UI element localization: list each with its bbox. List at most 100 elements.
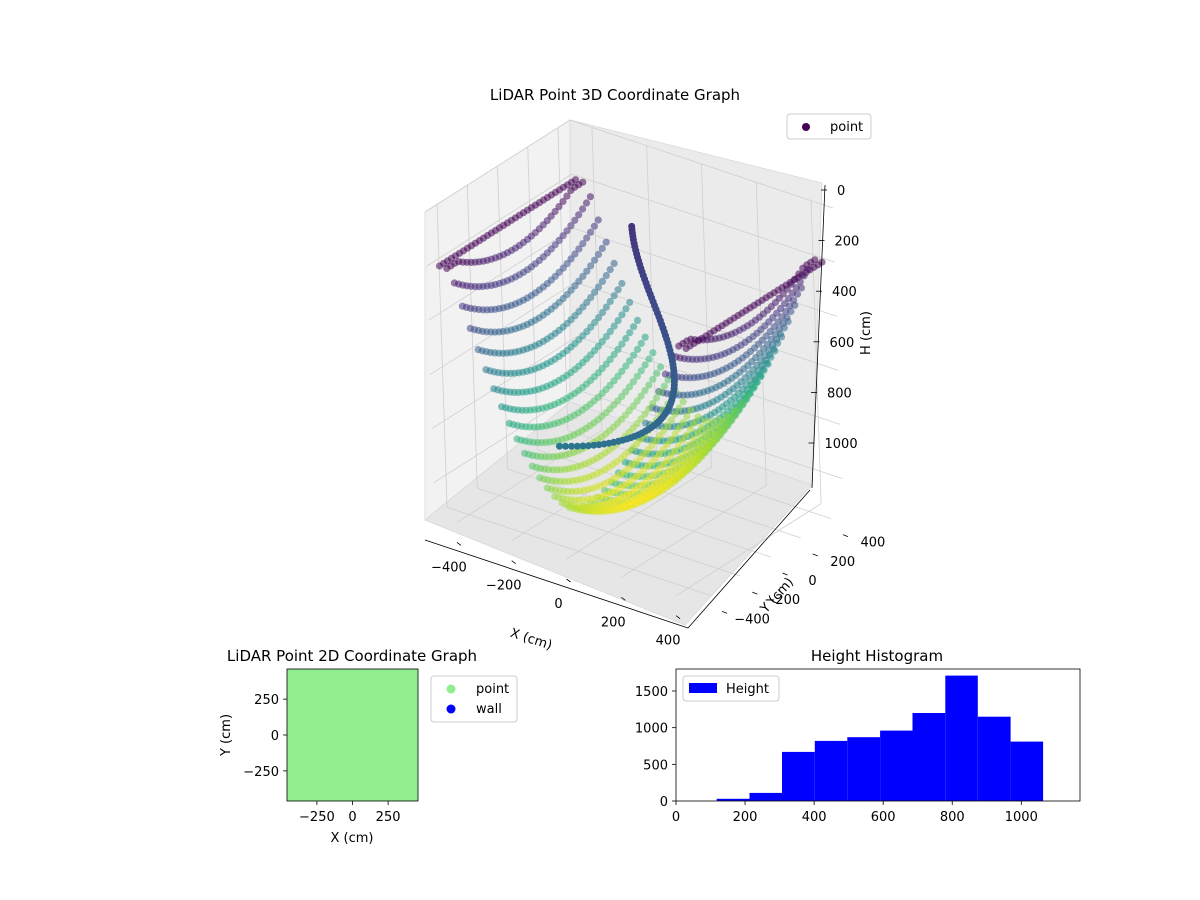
grid-line-h — [575, 281, 839, 371]
surface-point — [683, 412, 691, 420]
surface-point — [687, 406, 695, 414]
surface-point — [774, 339, 782, 347]
x-tick-label-hist: 600 — [871, 810, 896, 825]
surface-point — [656, 432, 664, 440]
surface-point — [716, 416, 724, 424]
surface-point — [559, 197, 567, 206]
surface-point — [633, 397, 641, 405]
y-tick-mark-3d — [721, 610, 728, 614]
grid-line-h — [571, 173, 835, 263]
surface-point — [750, 383, 759, 391]
trajectory-point — [562, 442, 569, 450]
surface-point — [664, 376, 672, 384]
title-2d: LiDAR Point 2D Coordinate Graph — [227, 647, 477, 665]
surface-point — [787, 307, 795, 316]
y-tick-label-hist: 0 — [660, 795, 668, 810]
h-tick-label-3d: 0 — [837, 184, 845, 199]
surface-point — [563, 192, 571, 200]
grid-line-h — [424, 119, 571, 213]
histogram-frame — [675, 668, 1081, 802]
surface-point — [555, 203, 563, 211]
legend-label-point-3d: point — [830, 120, 863, 135]
surface-point — [793, 290, 802, 298]
y-tick-label-2d: 250 — [254, 693, 279, 708]
surface-point — [610, 322, 618, 330]
surface-point — [567, 255, 575, 263]
surface-point — [764, 360, 772, 368]
grid-line-x — [591, 127, 603, 431]
surface-point — [668, 416, 676, 424]
surface-point — [677, 461, 685, 469]
y-tick-label-3d: 400 — [861, 536, 886, 551]
surface-point — [663, 440, 671, 448]
x-tick-label-hist: 200 — [733, 810, 758, 825]
surface-point — [655, 450, 664, 458]
surface-point — [629, 402, 637, 410]
surface-point — [659, 445, 668, 453]
y-tick-mark-3d — [812, 553, 818, 557]
surface-point — [660, 382, 668, 390]
trajectory-point — [573, 442, 581, 450]
surface-point — [602, 303, 611, 311]
surface-point — [614, 345, 622, 353]
legend-label-height: Height — [726, 682, 769, 697]
surface-point — [606, 327, 614, 336]
surface-point — [701, 430, 709, 438]
h-tick-label-3d: 200 — [835, 235, 860, 250]
trajectory-points — [556, 222, 678, 450]
surface-point — [667, 435, 675, 443]
surface-point — [690, 435, 698, 443]
surface-point — [595, 314, 603, 322]
surface-point — [685, 452, 693, 460]
surface-point — [767, 353, 775, 361]
legend-label-point-2d: point — [476, 682, 509, 697]
surface-point — [767, 335, 776, 343]
surface-point — [614, 317, 622, 325]
x-tick-mark-3d — [566, 578, 571, 583]
surface-point — [591, 288, 599, 296]
surface-point — [689, 447, 697, 455]
x-tick-label-3d: −400 — [431, 560, 467, 575]
title-histogram: Height Histogram — [811, 647, 943, 665]
y-ticks-3d: −400 −200 0 200 400 — [721, 534, 886, 627]
grid-line-y — [436, 204, 448, 508]
surface-point — [583, 298, 591, 306]
surface-point — [694, 413, 702, 421]
surface-point — [641, 361, 649, 369]
surface-point — [586, 193, 595, 201]
y-tick-label-3d: 200 — [830, 555, 855, 570]
grid-line-y — [557, 127, 569, 431]
surface-point — [649, 349, 657, 357]
surface-point — [594, 283, 603, 291]
x-axis-3d — [424, 539, 689, 629]
surface-point — [641, 333, 649, 341]
surface-point — [591, 256, 599, 264]
x-tick-label-3d: 200 — [601, 615, 626, 630]
trajectory-point — [579, 442, 587, 450]
grid-line-y — [497, 165, 508, 470]
h-tick-label-3d: 400 — [832, 285, 857, 300]
grid-line-x — [755, 182, 767, 486]
surface-point — [645, 381, 653, 389]
surface-point — [579, 178, 587, 186]
surface-point — [637, 392, 645, 400]
surface-point — [590, 222, 599, 230]
grid-line-y — [466, 185, 478, 489]
surface-point — [598, 337, 607, 346]
surface-point — [652, 437, 660, 445]
surface-point — [690, 419, 698, 427]
surface-point — [671, 430, 679, 438]
h-tick-label-3d: 600 — [830, 336, 855, 351]
histogram-bar — [814, 740, 848, 801]
surface-point — [671, 447, 679, 455]
surface-point — [583, 267, 591, 275]
surface-point — [653, 369, 661, 377]
surface-point — [559, 232, 567, 240]
legend-marker-point-2d — [446, 684, 456, 694]
surface-point — [587, 293, 595, 302]
surface-point — [744, 392, 752, 400]
surface-point — [681, 457, 689, 465]
surface-point — [792, 284, 800, 292]
trajectory-point — [568, 442, 575, 450]
